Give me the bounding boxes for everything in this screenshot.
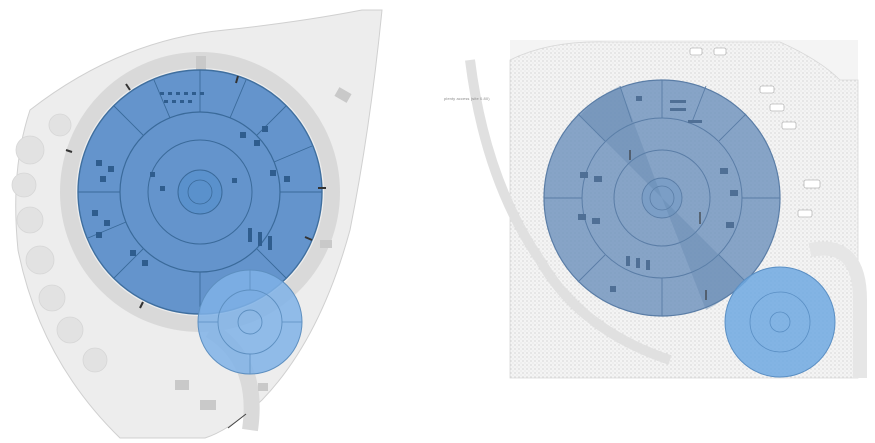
left-north-arrow bbox=[227, 413, 247, 429]
left-furniture bbox=[92, 92, 290, 266]
left-tree-blobs bbox=[11, 113, 108, 373]
right-side-road bbox=[808, 241, 867, 378]
left-site-plan bbox=[0, 0, 430, 443]
right-furniture bbox=[578, 96, 738, 292]
left-plan-drawing bbox=[11, 9, 383, 439]
right-road-curve bbox=[465, 59, 672, 365]
right-parking-cars bbox=[689, 47, 821, 218]
right-site-plan: plenty access (site 0.80) bbox=[430, 0, 875, 443]
left-parking-marks bbox=[175, 56, 352, 410]
right-plan-drawing bbox=[465, 40, 867, 379]
right-annex-building bbox=[724, 266, 836, 378]
right-main-building bbox=[543, 79, 781, 317]
right-site-note: plenty access (site 0.80) bbox=[444, 96, 490, 101]
right-people-figures bbox=[629, 150, 707, 300]
left-annex-building bbox=[197, 269, 303, 375]
left-main-building bbox=[65, 69, 326, 315]
